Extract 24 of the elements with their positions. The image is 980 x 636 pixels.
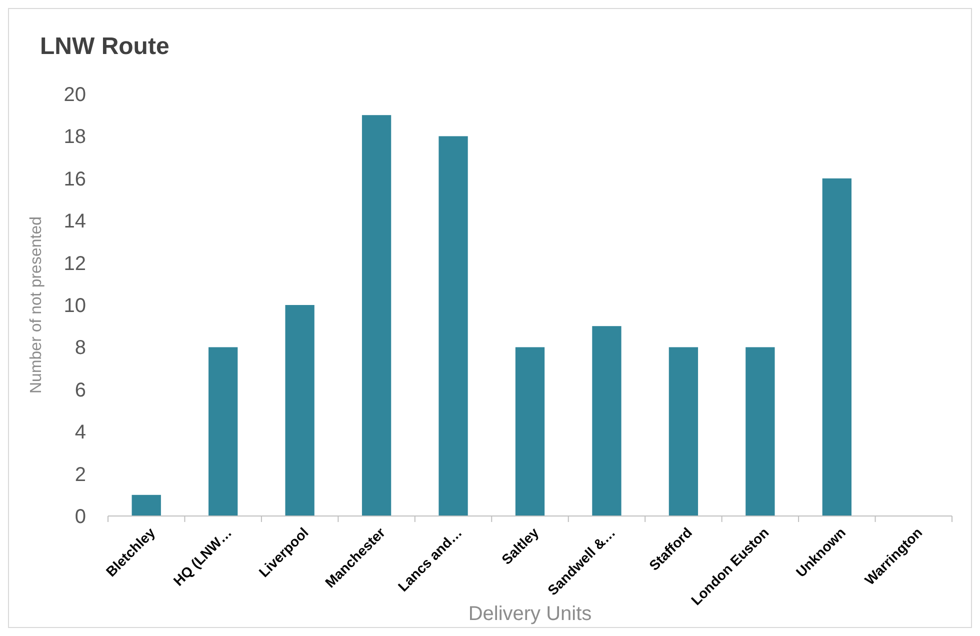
y-tick-label: 6 (74, 379, 86, 402)
y-tick-label: 8 (74, 337, 86, 360)
y-tick-label: 16 (64, 168, 86, 190)
y-tick-label: 10 (64, 295, 86, 317)
bar (592, 326, 622, 516)
chart-title: LNW Route (40, 33, 170, 60)
bar (285, 305, 314, 516)
y-tick-label: 4 (74, 422, 86, 444)
bar (515, 347, 545, 516)
y-tick-label: 20 (64, 84, 86, 106)
y-tick-label: 12 (64, 252, 86, 275)
bar (362, 115, 392, 516)
x-axis-title: Delivery Units (468, 603, 592, 625)
bar (132, 494, 161, 516)
y-tick-label: 0 (74, 506, 86, 528)
bar (438, 136, 468, 516)
y-tick-label: 14 (64, 210, 86, 233)
bar (208, 347, 238, 516)
y-tick-label: 18 (64, 126, 86, 148)
bar (822, 178, 852, 516)
y-axis-title: Number of not presented (28, 216, 45, 394)
bar (668, 347, 698, 516)
bar (746, 347, 775, 516)
y-tick-label: 2 (74, 464, 86, 486)
